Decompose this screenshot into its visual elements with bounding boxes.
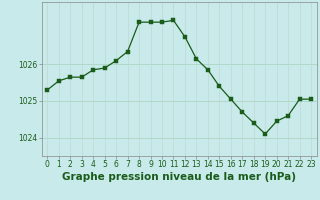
X-axis label: Graphe pression niveau de la mer (hPa): Graphe pression niveau de la mer (hPa) bbox=[62, 172, 296, 182]
